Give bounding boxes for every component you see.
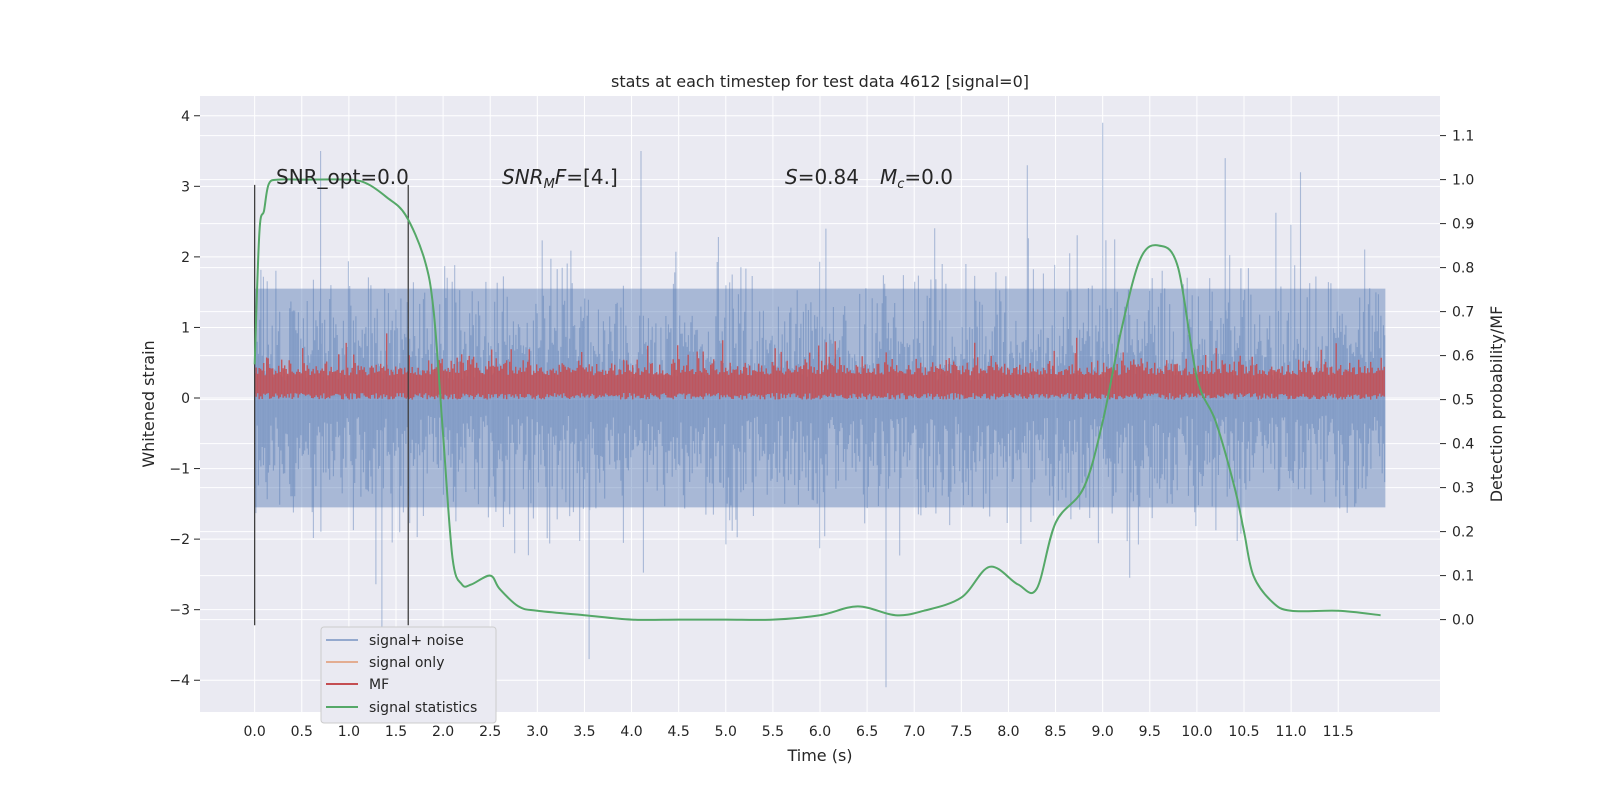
x-axis-ticks: 0.0 0.5 1.0 1.5 2.0 2.5 3.0 3.5 4.0 4.5 5.0 5.5 6.0 6… [244, 724, 1354, 740]
legend-box [320, 626, 497, 724]
vertical-markers [254, 184, 409, 626]
x-tick-label: 2.5 [479, 724, 501, 740]
x-tick-label: 5.0 [715, 724, 737, 740]
y-right-tick-label: 1.0 [1452, 173, 1474, 189]
y-axis-label: Whitened strain [139, 340, 158, 467]
legend: signal+ noise signal only MF signal stat… [320, 626, 497, 724]
x-tick-label: 10.5 [1228, 724, 1259, 740]
y-tick-label: −2 [169, 532, 190, 548]
x-tick-label: 6.0 [809, 724, 831, 740]
x-tick-label: 0.5 [291, 724, 313, 740]
x-tick-label: 4.0 [620, 724, 642, 740]
y-right-tick-label: 0.3 [1452, 481, 1474, 497]
annotation-s-value: S=0.84 [785, 165, 859, 189]
y-right-tick-label: 0.2 [1452, 525, 1474, 541]
chart-title: stats at each timestep for test data 461… [611, 72, 1029, 91]
x-tick-label: 8.0 [997, 724, 1019, 740]
y-right-tick-label: 1.1 [1452, 129, 1474, 145]
x-tick-label: 5.5 [762, 724, 784, 740]
x-tick-label: 8.5 [1044, 724, 1066, 740]
legend-label-signal-only: signal only [369, 655, 444, 671]
y-tick-label: −1 [169, 462, 190, 478]
y-tick-label: 4 [181, 109, 190, 125]
grid-lines [200, 96, 1440, 712]
y-tick-label: 2 [181, 250, 190, 266]
x-tick-label: 11.0 [1276, 724, 1307, 740]
x-tick-label: 6.5 [856, 724, 878, 740]
x-tick-label: 4.5 [668, 724, 690, 740]
y-right-tick-label: 0.5 [1452, 393, 1474, 409]
x-tick-label: 7.0 [903, 724, 925, 740]
y-right-tick-label: 0.1 [1452, 569, 1474, 585]
x-tick-label: 9.0 [1092, 724, 1114, 740]
x-axis-label: Time (s) [786, 746, 852, 765]
legend-label-mf: MF [369, 677, 389, 693]
legend-label-signal-noise: signal+ noise [369, 633, 464, 649]
signal-statistics-line [253, 178, 1381, 621]
annotation-snr-mf: SNRMF=[4.] [502, 165, 618, 192]
y-tick-label: 3 [181, 179, 190, 195]
y-right-tick-label: 0.6 [1452, 349, 1474, 365]
y-tick-label: −4 [169, 673, 190, 689]
x-tick-label: 0.0 [244, 724, 266, 740]
legend-label-signal-statistics: signal statistics [369, 700, 477, 716]
y-right-tick-label: 0.8 [1452, 261, 1474, 277]
x-tick-label: 1.5 [385, 724, 407, 740]
y-right-tick-label: 0.0 [1452, 613, 1474, 629]
y-tick-label: 1 [181, 320, 190, 336]
y-right-tick-label: 0.7 [1452, 305, 1474, 321]
y-right-tick-label: 0.4 [1452, 437, 1474, 453]
x-tick-label: 10.0 [1181, 724, 1212, 740]
x-tick-label: 3.5 [573, 724, 595, 740]
annotation-snr-opt: SNR_opt=0.0 [276, 165, 409, 189]
y-axis-right-label: Detection probability/MF [1487, 306, 1506, 503]
series-signal-statistics [253, 178, 1381, 621]
x-tick-label: 3.0 [526, 724, 548, 740]
y-tick-label: −3 [169, 603, 190, 619]
annotation-mc-value: Mc=0.0 [880, 165, 953, 192]
x-tick-label: 7.5 [950, 724, 972, 740]
x-tick-label: 1.0 [338, 724, 360, 740]
y-tick-label: 0 [181, 391, 190, 407]
y-right-tick-label: 0.9 [1452, 217, 1474, 233]
x-tick-label: 9.5 [1139, 724, 1161, 740]
x-tick-label: 2.0 [432, 724, 454, 740]
y-axis-ticks: 4 3 2 1 0 −1 −2 −3 −4 [169, 109, 200, 689]
x-tick-label: 11.5 [1323, 724, 1354, 740]
y-axis-right-ticks: 1.1 1.0 0.9 0.8 0.7 0.6 0.5 0.4 0.3 0.2 0.1 0.0 [1440, 129, 1474, 629]
